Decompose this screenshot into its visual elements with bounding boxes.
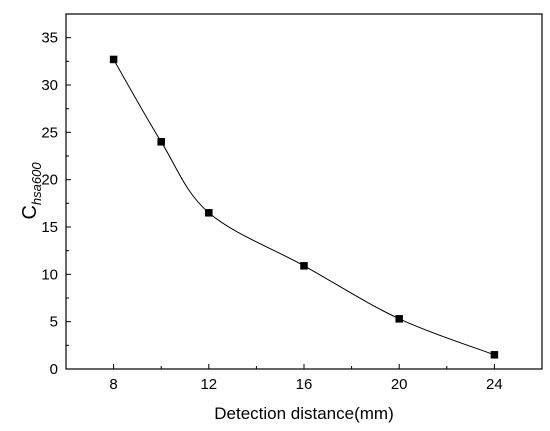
plot-frame xyxy=(65,13,543,370)
data-point xyxy=(109,55,118,64)
y-tick-label: 0 xyxy=(50,361,58,378)
y-axis-label-subscript: hsa600 xyxy=(29,162,44,205)
y-axis-label-main: C xyxy=(19,205,41,219)
data-point xyxy=(490,351,499,359)
y-tick-label: 20 xyxy=(41,172,58,189)
data-point xyxy=(300,262,308,270)
data-markers xyxy=(109,55,499,359)
y-axis-ticks: 0 5 10 15 20 25 30 35 xyxy=(41,30,71,378)
y-tick-label: 15 xyxy=(41,219,58,236)
fit-curve xyxy=(113,59,495,356)
y-tick-label: 10 xyxy=(41,266,58,283)
x-tick-label: 20 xyxy=(391,376,408,393)
x-tick-label: 12 xyxy=(200,376,217,393)
y-tick-label: 25 xyxy=(41,124,58,141)
data-point xyxy=(395,315,403,323)
x-tick-label: 16 xyxy=(296,376,313,393)
x-axis-label: Detection distance(mm) xyxy=(214,404,394,423)
y-tick-label: 35 xyxy=(41,30,58,47)
x-tick-label: 8 xyxy=(109,376,117,393)
y-tick-label: 30 xyxy=(41,77,58,94)
y-tick-label: 5 xyxy=(50,314,58,331)
x-tick-label: 24 xyxy=(486,376,503,393)
y-axis-label: Chsa600 xyxy=(19,162,44,220)
data-point xyxy=(205,209,213,217)
data-point xyxy=(157,138,165,146)
x-axis-ticks: 8 12 16 20 24 xyxy=(109,364,503,393)
